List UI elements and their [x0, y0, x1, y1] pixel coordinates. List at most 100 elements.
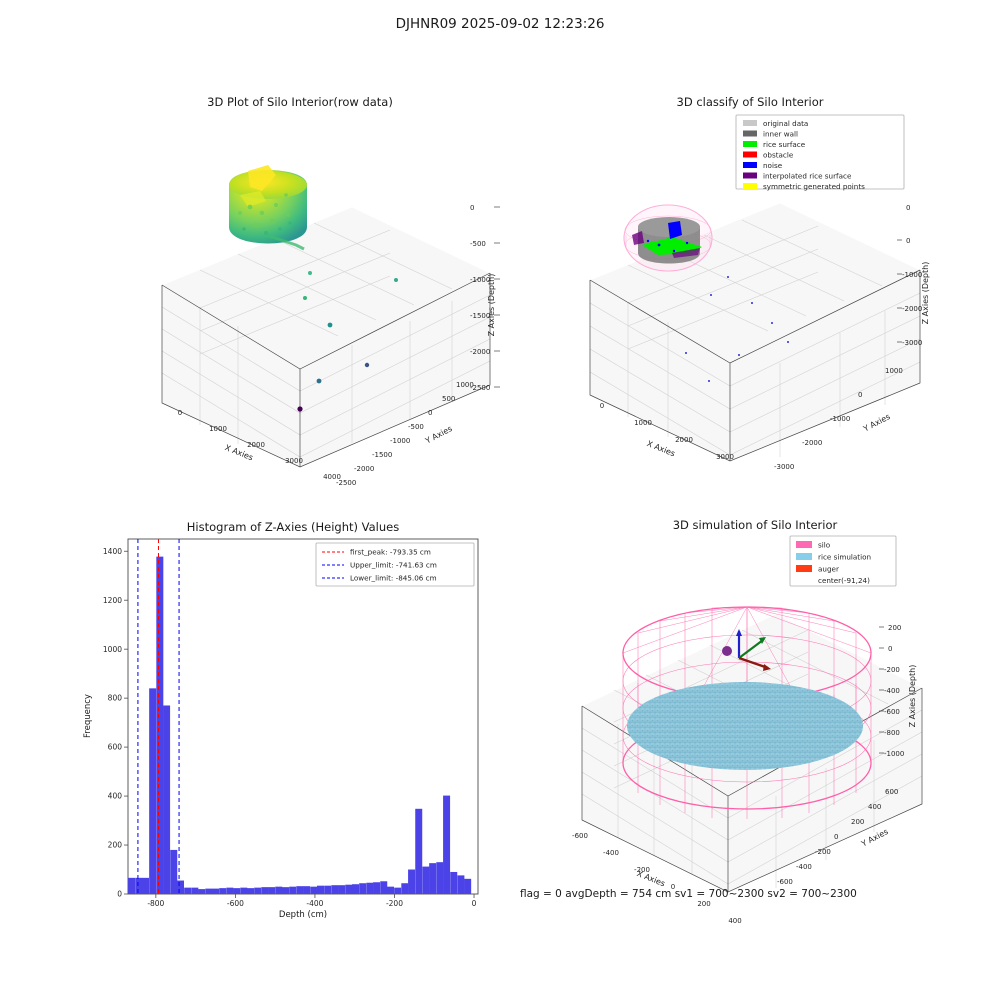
svg-text:-500: -500 — [408, 423, 424, 431]
histogram-bar — [233, 888, 241, 894]
histogram-bar — [191, 887, 199, 894]
legend-item[interactable]: first_peak: -793.35 cm — [322, 548, 431, 557]
xtick-label: -800 — [147, 899, 164, 908]
legend-label: inner wall — [763, 130, 798, 139]
legend-label: original data — [763, 119, 808, 128]
center-marker — [722, 629, 771, 671]
ytick-label: 200 — [108, 841, 123, 850]
svg-text:200: 200 — [888, 624, 901, 632]
classify-3d-xlabel: X Axies — [646, 439, 677, 458]
histogram-bar — [184, 887, 192, 894]
histogram-bar — [247, 888, 254, 894]
legend-label: rice simulation — [818, 553, 871, 562]
histogram-xticks: -800 -600 -400 -200 0 — [147, 894, 477, 908]
histogram-bar — [254, 887, 262, 894]
raw-3d-yticks: 1000 500 0 -500 -1000 -1500 -2000 -2500 — [336, 381, 474, 487]
svg-text:-600: -600 — [777, 878, 793, 886]
histogram-ylabel: Frequency — [83, 694, 93, 738]
histogram-bar — [352, 884, 359, 894]
histogram-bar — [240, 887, 248, 894]
svg-text:-600: -600 — [884, 708, 900, 716]
svg-text:3000: 3000 — [285, 457, 303, 465]
svg-text:-400: -400 — [603, 849, 619, 857]
panel-raw-3d: 3D Plot of Silo Interior(row data) — [90, 95, 510, 487]
svg-text:1000: 1000 — [209, 425, 227, 433]
histogram-bar — [289, 886, 297, 894]
histogram-bars — [128, 556, 472, 894]
legend-item[interactable]: noise — [743, 161, 783, 170]
classify-3d-title: 3D classify of Silo Interior — [676, 95, 824, 109]
histogram-threshold-lines — [137, 539, 180, 894]
svg-text:-400: -400 — [796, 863, 812, 871]
svg-text:0: 0 — [888, 645, 892, 653]
legend-item[interactable]: auger — [796, 565, 839, 574]
svg-text:-600: -600 — [572, 832, 588, 840]
classify-noise-points — [685, 276, 789, 382]
histogram-bar — [457, 875, 465, 894]
histogram-axes[interactable]: 0 200 400 600 800 1000 1200 1400 -800 -600 -400 -2… — [70, 520, 500, 920]
xtick-label: 0 — [472, 899, 477, 908]
raw-point-cloud — [229, 165, 307, 251]
classify-3d-axes[interactable]: 0 1000 2000 3000 X Axies 1000 0 -1000 -2… — [540, 95, 960, 475]
histogram-bar — [366, 882, 374, 894]
histogram-bar — [394, 887, 402, 894]
histogram-bar — [205, 888, 213, 894]
legend-item[interactable]: Lower_limit: -845.06 cm — [322, 574, 437, 583]
svg-text:0: 0 — [178, 409, 182, 417]
legend-label: center(-91,24) — [818, 576, 870, 585]
histogram-bar — [310, 886, 318, 894]
legend-label: Lower_limit: -845.06 cm — [350, 574, 437, 583]
legend-item[interactable]: rice surface — [743, 140, 806, 149]
svg-text:0: 0 — [906, 237, 910, 245]
legend-label: auger — [818, 565, 839, 574]
svg-text:-2000: -2000 — [470, 348, 490, 356]
histogram-bar — [373, 882, 381, 894]
classify-3d-yticks: 1000 0 -1000 -2000 -3000 — [774, 367, 903, 471]
simulation-3d-xlabel: X Axies — [636, 869, 667, 888]
histogram-bar — [156, 556, 164, 894]
ytick-label: 600 — [108, 743, 123, 752]
classify-3d-xticks: 0 1000 2000 3000 — [600, 402, 734, 461]
histogram-bar — [464, 878, 472, 894]
histogram-bar — [401, 883, 409, 894]
ytick-label: 800 — [108, 694, 123, 703]
legend-label: Upper_limit: -741.63 cm — [350, 561, 437, 570]
svg-text:-800: -800 — [884, 729, 900, 737]
legend-item[interactable]: original data — [743, 119, 808, 128]
raw-3d-ylabel: Y Axies — [423, 424, 454, 446]
histogram-bar — [212, 888, 219, 894]
classify-3d-zticks: 0 0 -1000 -2000 -3000 — [902, 204, 922, 347]
histogram-bar — [317, 885, 324, 894]
svg-text:-2000: -2000 — [802, 439, 822, 447]
ytick-label: 1400 — [103, 547, 122, 556]
raw-3d-axes[interactable]: 0 1000 2000 3000 4000 X Axies 1000 500 0… — [90, 95, 510, 487]
legend-item[interactable]: obstacle — [743, 151, 794, 160]
histogram-bar — [303, 886, 311, 894]
simulation-3d-axes[interactable]: -600 -400 -200 0 200 400 X Axies 600 400… — [540, 518, 970, 925]
legend-item[interactable]: center(-91,24) — [818, 576, 870, 585]
ytick-label: 400 — [108, 792, 123, 801]
legend-item[interactable]: symmetric generated points — [743, 182, 865, 191]
legend-item[interactable]: inner wall — [743, 130, 798, 139]
histogram-title: Histogram of Z-Axies (Height) Values — [186, 520, 400, 534]
svg-text:-2500: -2500 — [336, 479, 356, 487]
legend-item[interactable]: rice simulation — [796, 553, 871, 562]
classify-legend[interactable]: original data inner wall rice surface ob… — [735, 114, 905, 191]
svg-text:-2500: -2500 — [470, 384, 490, 392]
histogram-legend[interactable]: first_peak: -793.35 cm Upper_limit: -741… — [315, 542, 475, 587]
svg-text:1000: 1000 — [885, 367, 903, 375]
legend-item[interactable]: interpolated rice surface — [743, 172, 852, 181]
ytick-label: 0 — [117, 890, 122, 899]
svg-text:0: 0 — [671, 883, 675, 891]
histogram-bar — [275, 886, 283, 894]
legend-label: first_peak: -793.35 cm — [350, 548, 431, 557]
legend-item[interactable]: Upper_limit: -741.63 cm — [322, 561, 437, 570]
raw-outlier-points — [297, 271, 398, 412]
raw-3d-title: 3D Plot of Silo Interior(row data) — [207, 95, 393, 109]
simulation-legend[interactable]: silo rice simulation auger center(-91,24… — [789, 535, 897, 587]
svg-text:-1000: -1000 — [390, 437, 410, 445]
classify-cluster — [623, 204, 713, 272]
xtick-label: -200 — [386, 899, 403, 908]
histogram-bar — [408, 869, 416, 894]
legend-item[interactable]: silo — [796, 541, 830, 550]
